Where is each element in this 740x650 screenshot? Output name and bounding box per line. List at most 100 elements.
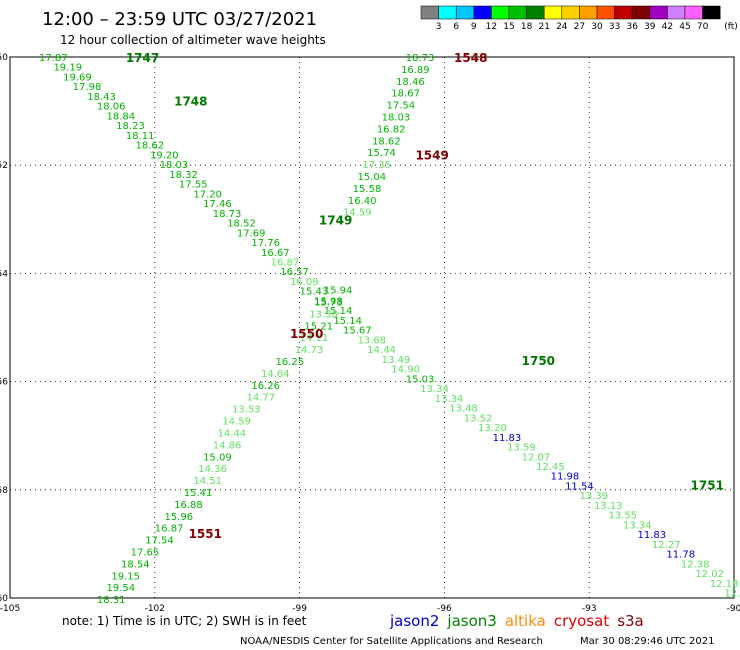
legend-color-swatch — [649, 5, 668, 20]
wave-height-label: 15.14 — [324, 306, 353, 317]
legend-tick-label: 70 — [697, 22, 709, 32]
wave-height-label: 13.52 — [464, 413, 493, 424]
pass-number-label: 1551 — [189, 527, 222, 541]
wave-height-label: 17.54 — [145, 536, 174, 547]
legend-tick-label: 39 — [644, 22, 656, 32]
legend-tick-label: 27 — [574, 22, 585, 32]
map-subtitle: 12 hour collection of altimeter wave hei… — [60, 33, 326, 47]
track-jason3-descending: 17.8719.1919.6917.9818.4318.0618.8418.23… — [39, 53, 740, 609]
wave-height-label: 16.09 — [290, 277, 319, 288]
legend-color-swatch — [702, 5, 721, 20]
wave-height-label: 11.83 — [493, 433, 522, 444]
legend-tick-label: 24 — [556, 22, 568, 32]
wave-height-label: 19.19 — [53, 63, 82, 74]
wave-height-label: 13.49 — [382, 355, 411, 366]
track-jason3-ascending: 18.7316.8918.4618.6717.5418.0316.8218.62… — [97, 53, 435, 606]
wave-height-label: 16.88 — [174, 500, 203, 511]
satellite-name-jason2: jason2 — [389, 612, 439, 630]
wave-height-label: 12.27 — [652, 540, 681, 551]
legend-tick-label: 6 — [453, 22, 459, 32]
legend-color-swatch — [684, 5, 703, 20]
wave-height-label: 17.98 — [73, 82, 102, 93]
wave-height-label: 18.03 — [382, 113, 411, 124]
wave-height-label: 18.52 — [227, 219, 256, 230]
pass-number-label: 1549 — [415, 148, 448, 162]
longitude-tick-label: -96 — [437, 604, 452, 614]
wave-height-label: 12.30 — [724, 589, 740, 600]
map-plot-area: -105 -102 -99 -96 -93 -90 -50 -52 -54 -56 -58 -60 1… — [0, 51, 740, 614]
legend-color-swatch — [491, 5, 510, 20]
wave-height-label: 13.53 — [232, 405, 261, 416]
wave-height-label: 15.67 — [343, 326, 372, 337]
satellite-tracks: 17.8719.1919.6917.9818.4318.0618.8418.23… — [39, 53, 740, 609]
wave-height-label: 11.98 — [551, 472, 580, 483]
legend-tick-label: 18 — [521, 22, 533, 32]
pass-number-label: 1548 — [454, 51, 487, 65]
pass-number-label: 1751 — [691, 478, 724, 492]
wave-height-label: 14.90 — [391, 365, 420, 376]
wave-height-label: 15.74 — [367, 148, 396, 159]
wave-height-label: 18.23 — [116, 121, 145, 132]
wave-height-label: 14.51 — [193, 476, 222, 487]
wave-height-label: 18.06 — [97, 102, 126, 113]
satellite-legend: jason2 jason3 altika cryosat s3a — [389, 612, 644, 630]
wave-height-label: 18.62 — [135, 141, 164, 152]
longitude-tick-label: -99 — [292, 604, 307, 614]
longitude-tick-label: -93 — [582, 604, 597, 614]
legend-tick-label: 42 — [662, 22, 673, 32]
pass-labels: 1747 1748 1749 1750 1751 1548 1549 1550 1551 — [126, 51, 724, 541]
wave-height-label: 18.73 — [406, 53, 435, 64]
wave-height-label: 15.03 — [406, 374, 435, 385]
latitude-tick-label: -50 — [0, 53, 8, 63]
legend-tick-label: 15 — [503, 22, 514, 32]
wave-height-label: 13.48 — [449, 404, 478, 415]
wave-height-label: 18.46 — [396, 77, 425, 88]
wave-height-label: 12.07 — [522, 452, 551, 463]
map-title: 12:00 – 23:59 UTC 03/27/2021 — [42, 9, 317, 30]
satellite-name-s3a: s3a — [617, 612, 644, 630]
wave-height-label: 14.73 — [295, 345, 324, 356]
wave-height-label: 17.65 — [131, 547, 160, 558]
wave-height-label: 15.58 — [353, 184, 382, 195]
wave-height-label: 18.32 — [169, 170, 198, 181]
wave-height-label: 14.59 — [343, 208, 372, 219]
wave-height-label: 15.96 — [164, 512, 193, 523]
longitude-tick-label: -105 — [0, 604, 20, 614]
wave-height-label: 16.87 — [271, 257, 300, 268]
wave-height-label: 17.69 — [237, 228, 266, 239]
wave-height-label: 18.31 — [97, 595, 126, 606]
wave-height-label: 15.21 — [304, 321, 333, 332]
graticule-grid — [10, 57, 734, 598]
pass-number-label: 1748 — [174, 94, 207, 108]
footer-timestamp: Mar 30 08:29:46 UTC 2021 — [580, 636, 715, 647]
longitude-tick-label: -90 — [727, 604, 740, 614]
wave-height-label: 16.26 — [251, 381, 280, 392]
latitude-tick-label: -56 — [0, 378, 8, 388]
wave-height-legend: 3 6 9 12 15 18 21 24 27 30 33 36 39 42 45 70 (ft) — [420, 5, 738, 32]
wave-height-label: 18.03 — [160, 160, 189, 171]
wave-height-label: 13.13 — [594, 501, 623, 512]
wave-height-label: 15.41 — [184, 488, 213, 499]
wave-height-label: 15.43 — [300, 287, 329, 298]
legend-color-swatch — [526, 5, 545, 20]
legend-color-swatch — [667, 5, 686, 20]
pass-number-label: 1749 — [319, 213, 352, 227]
legend-tick-label: 3 — [436, 22, 442, 32]
wave-height-label: 15.04 — [358, 172, 387, 183]
wave-height-label: 18.67 — [391, 89, 420, 100]
wave-height-label: 13. — [739, 598, 740, 609]
wave-height-label: 18.84 — [107, 111, 136, 122]
wave-height-label: 14.86 — [213, 440, 242, 451]
wave-height-label: 14.77 — [247, 393, 276, 404]
legend-color-swatch — [438, 5, 457, 20]
wave-height-label: 12.38 — [681, 559, 710, 570]
wave-height-label: 18.43 — [87, 92, 116, 103]
satellite-name-cryosat: cryosat — [554, 612, 609, 630]
satellite-name-altika: altika — [505, 612, 546, 630]
coordinate-axes: -105 -102 -99 -96 -93 -90 -50 -52 -54 -56 -58 -60 — [0, 53, 740, 614]
legend-tick-label: 36 — [626, 22, 638, 32]
latitude-tick-label: -58 — [0, 486, 8, 496]
wave-height-label: 12.45 — [536, 462, 565, 473]
wave-height-label: 11.83 — [637, 530, 666, 541]
map-frame — [9, 56, 735, 599]
